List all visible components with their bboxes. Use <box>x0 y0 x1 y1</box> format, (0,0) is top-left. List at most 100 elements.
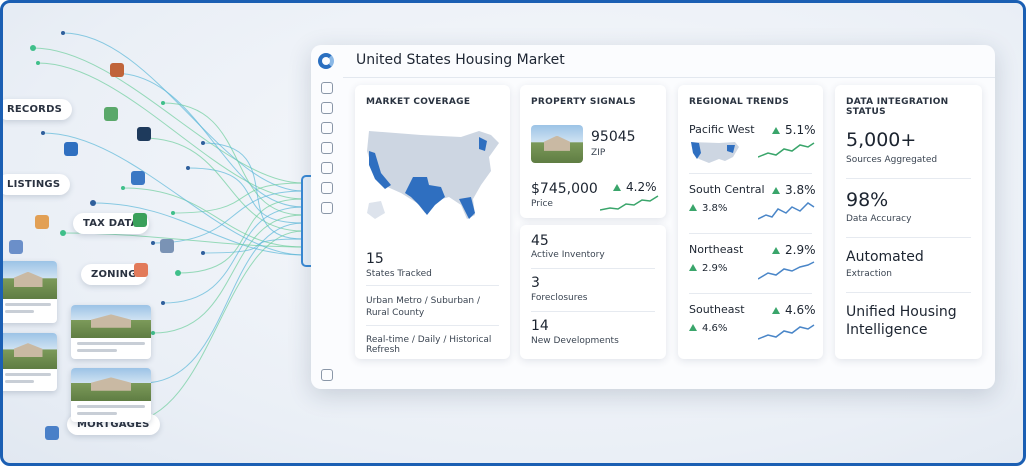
wire <box>32 47 304 184</box>
status-label: Sources Aggregated <box>846 155 938 165</box>
listing-card <box>3 261 57 323</box>
source-icon <box>133 213 147 227</box>
change-value: 2.9% <box>785 243 816 257</box>
node-dot <box>61 31 65 35</box>
node-dot <box>60 230 66 236</box>
divider <box>689 233 812 234</box>
source-icon <box>35 215 49 229</box>
node-dot <box>201 251 205 255</box>
divider <box>689 173 812 174</box>
nav-icon[interactable] <box>321 122 333 134</box>
node-dot <box>161 101 165 105</box>
divider <box>846 237 971 238</box>
source-label: RECORDS <box>3 99 72 120</box>
divider <box>689 293 812 294</box>
dashboard-title: United States Housing Market <box>356 52 565 68</box>
wire <box>152 214 304 334</box>
source-icon <box>9 240 23 254</box>
status-label: Data Accuracy <box>846 214 912 224</box>
region-name: Southeast <box>689 303 745 316</box>
card-heading: PROPERTY SIGNALS <box>531 97 636 107</box>
change-value: 2.9% <box>702 263 728 274</box>
change-value: 4.2% <box>626 180 657 194</box>
us-map <box>367 131 499 219</box>
wire <box>37 62 304 200</box>
price: $745,000 <box>531 181 598 197</box>
source-icon <box>110 63 124 77</box>
nav-icon[interactable] <box>321 82 333 94</box>
wire <box>162 206 304 304</box>
region-change: 3.8% <box>772 183 816 197</box>
sparkline <box>758 142 815 158</box>
price-label: Price <box>531 199 553 209</box>
inventory-label: New Developments <box>531 336 619 346</box>
wire <box>122 230 304 424</box>
nav-icon[interactable] <box>321 102 333 114</box>
nav-icon[interactable] <box>321 142 333 154</box>
status-value: 5,000+ <box>846 129 917 151</box>
region-name: Pacific West <box>689 123 755 136</box>
states-count: 15 <box>366 251 384 267</box>
listing-card <box>71 305 151 359</box>
inventory-value: 14 <box>531 318 549 334</box>
status-value: Automated <box>846 249 924 265</box>
settings-icon[interactable] <box>321 369 333 381</box>
source-icon <box>45 426 59 440</box>
nav-icon[interactable] <box>321 182 333 194</box>
regional-trends-card: REGIONAL TRENDS Pacific West 5.1% South Ce… <box>678 85 823 359</box>
wire <box>62 32 304 192</box>
region-change: 4.6% <box>772 303 816 317</box>
node-dot <box>90 200 96 206</box>
wire <box>92 202 304 256</box>
divider <box>366 285 499 286</box>
region-change: 5.1% <box>772 123 816 137</box>
card-heading: REGIONAL TRENDS <box>689 97 790 107</box>
sparkline <box>758 202 815 220</box>
listing-card <box>71 368 151 422</box>
source-icon <box>131 171 145 185</box>
wire <box>162 102 304 216</box>
change-value: 4.6% <box>702 323 728 334</box>
source-icon <box>160 239 174 253</box>
source-icon <box>104 107 118 121</box>
node-dot <box>201 141 205 145</box>
divider <box>846 292 971 293</box>
divider <box>343 77 995 78</box>
source-icon <box>137 127 151 141</box>
property-signals-card: PROPERTY SIGNALS 95045 ZIP $745,000 Pric… <box>520 85 666 218</box>
source-label: TAX DATA <box>73 213 149 234</box>
wire <box>142 222 304 384</box>
node-dot <box>36 61 40 65</box>
card-heading: DATA INTEGRATION STATUS <box>846 97 949 117</box>
wire <box>142 137 304 232</box>
divider <box>531 311 655 312</box>
node-dot <box>121 186 125 190</box>
divider <box>846 178 971 179</box>
logo <box>318 53 334 69</box>
source-label: LISTINGS <box>3 174 71 195</box>
status-value: Unified Housing Intelligence <box>846 304 957 338</box>
region-change-secondary: 4.6% <box>689 323 727 334</box>
inventory-label: Foreclosures <box>531 293 588 303</box>
wire <box>177 198 304 274</box>
change-value: 3.8% <box>702 203 728 214</box>
divider <box>366 325 499 326</box>
node-dot <box>151 331 155 335</box>
wire <box>202 238 304 254</box>
inventory-value: 45 <box>531 233 549 249</box>
wire <box>112 72 304 208</box>
connection-lines <box>30 31 304 425</box>
inventory-card: 45 Active Inventory 3 Foreclosures 14 Ne… <box>520 225 666 359</box>
divider <box>531 268 655 269</box>
nav-icon[interactable] <box>321 202 333 214</box>
wire <box>42 132 304 256</box>
change-value: 5.1% <box>785 123 816 137</box>
source-icon <box>64 142 78 156</box>
region-change: 2.9% <box>772 243 816 257</box>
sparkline <box>758 324 815 340</box>
property-photo <box>531 125 583 163</box>
change-value: 4.6% <box>785 303 816 317</box>
wire <box>172 182 304 214</box>
node-dot <box>41 131 45 135</box>
nav-icon[interactable] <box>321 162 333 174</box>
